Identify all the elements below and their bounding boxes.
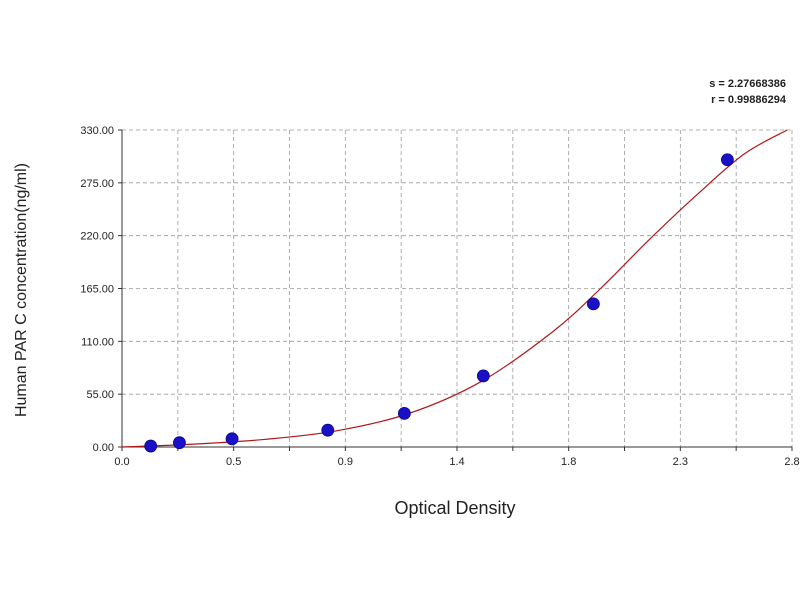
x-tick-label: 2.3 <box>673 456 688 468</box>
data-point <box>173 436 186 450</box>
y-tick-label: 55.00 <box>86 389 114 401</box>
data-point <box>321 423 335 437</box>
y-tick-label: 110.00 <box>81 336 114 348</box>
data-point <box>225 432 239 446</box>
x-tick-label: 1.8 <box>561 456 576 468</box>
x-tick-label: 0.0 <box>114 456 129 468</box>
x-axis-label: Optical Density <box>394 498 515 518</box>
x-tick-label: 2.8 <box>784 456 799 468</box>
y-tick-label: 0.00 <box>93 442 114 454</box>
data-points <box>144 153 734 453</box>
fit-stat-s: s = 2.27668386 <box>709 78 786 90</box>
y-tick-label: 220.00 <box>80 231 114 243</box>
y-tick-label: 165.00 <box>80 284 114 296</box>
data-point <box>144 439 158 453</box>
data-point <box>586 297 600 311</box>
grid <box>122 129 793 447</box>
tick-labels: 0.0 0.5 0.9 1.4 1.8 2.3 2.8 0.00 55.00 110.00 165.… <box>80 125 799 468</box>
x-tick-label: 0.9 <box>338 456 353 468</box>
data-point <box>476 369 490 383</box>
axes <box>118 129 793 451</box>
x-tick-label: 1.4 <box>449 456 464 468</box>
y-axis-label: Human PAR C concentration(ng/ml) <box>13 163 30 417</box>
fit-stat-r: r = 0.99886294 <box>711 94 786 106</box>
x-tick-label: 0.5 <box>226 456 241 468</box>
y-tick-label: 275.00 <box>80 178 114 190</box>
y-tick-label: 330.00 <box>80 125 114 137</box>
fitted-curve <box>121 129 788 448</box>
data-point <box>397 406 411 420</box>
data-point <box>720 153 734 167</box>
